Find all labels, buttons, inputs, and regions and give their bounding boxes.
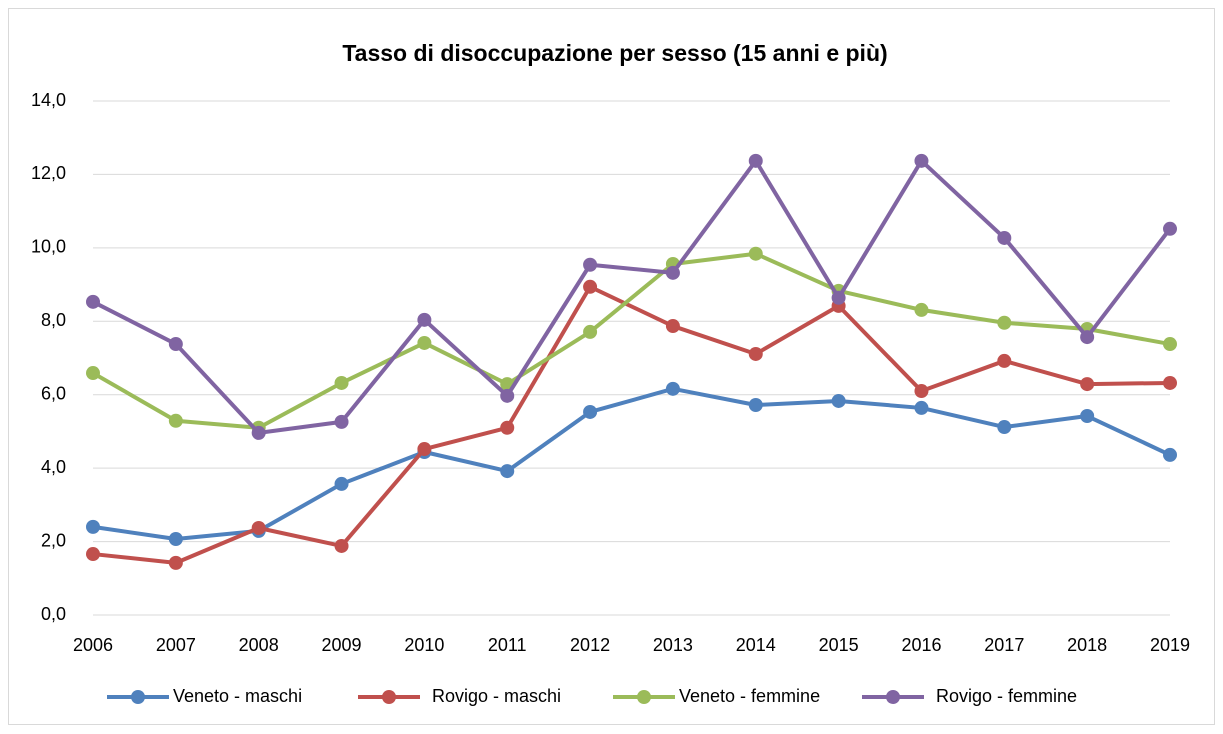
data-point	[748, 397, 763, 412]
data-point	[500, 464, 515, 479]
series-line	[92, 251, 1171, 430]
x-tick-label: 2015	[819, 635, 859, 655]
data-point	[500, 388, 515, 403]
data-point	[665, 381, 680, 396]
data-point	[665, 265, 680, 280]
y-tick-label: 12,0	[31, 163, 66, 183]
legend-marker	[637, 690, 651, 704]
data-point	[334, 538, 349, 553]
legend-label: Rovigo - maschi	[432, 686, 561, 706]
data-point	[583, 257, 598, 272]
data-point	[334, 375, 349, 390]
x-tick-label: 2006	[73, 635, 113, 655]
x-tick-label: 2013	[653, 635, 693, 655]
data-point	[665, 319, 680, 334]
x-tick-label: 2014	[736, 635, 776, 655]
legend-label: Rovigo - femmine	[936, 686, 1077, 706]
data-point	[168, 413, 183, 428]
y-tick-label: 8,0	[41, 310, 66, 330]
y-tick-label: 2,0	[41, 530, 66, 550]
legend-label: Veneto - femmine	[679, 686, 820, 706]
x-tick-label: 2009	[322, 635, 362, 655]
series-line	[92, 158, 1172, 435]
data-point	[417, 442, 432, 457]
data-point	[748, 346, 763, 361]
data-point	[748, 153, 763, 168]
x-tick-label: 2007	[156, 635, 196, 655]
data-point	[251, 520, 266, 535]
data-point	[583, 404, 598, 419]
x-tick-label: 2018	[1067, 635, 1107, 655]
data-point	[1163, 337, 1177, 352]
data-point	[168, 555, 183, 570]
data-point	[1080, 409, 1095, 424]
y-tick-label: 10,0	[31, 237, 66, 257]
data-point	[417, 335, 432, 350]
data-point	[914, 302, 929, 317]
data-point	[997, 420, 1012, 435]
data-point	[583, 324, 598, 339]
y-tick-label: 14,0	[31, 90, 66, 110]
data-point	[168, 532, 183, 547]
data-point	[500, 420, 515, 435]
data-point	[997, 353, 1012, 368]
data-point	[417, 312, 432, 327]
y-tick-label: 0,0	[41, 604, 66, 624]
data-point	[997, 230, 1012, 245]
data-point	[1163, 447, 1177, 462]
data-point	[914, 400, 929, 415]
legend-marker	[131, 690, 145, 704]
data-point	[1163, 221, 1177, 236]
data-point	[831, 393, 846, 408]
series-line	[92, 386, 1171, 542]
data-point	[334, 414, 349, 429]
data-point	[86, 294, 100, 309]
data-point	[168, 337, 183, 352]
data-point	[1163, 375, 1177, 390]
x-tick-label: 2008	[239, 635, 279, 655]
legend-marker	[382, 690, 396, 704]
data-point	[86, 519, 100, 534]
x-tick-label: 2010	[404, 635, 444, 655]
x-tick-label: 2019	[1150, 635, 1190, 655]
series-line	[92, 284, 1171, 565]
x-tick-label: 2016	[901, 635, 941, 655]
chart-border	[8, 8, 1215, 725]
data-point	[1080, 330, 1095, 345]
data-point	[86, 547, 100, 562]
x-tick-label: 2012	[570, 635, 610, 655]
chart-title: Tasso di disoccupazione per sesso (15 an…	[342, 40, 887, 66]
x-tick-label: 2017	[984, 635, 1024, 655]
data-point	[914, 384, 929, 399]
data-point	[748, 246, 763, 261]
data-point	[583, 279, 598, 294]
legend-marker	[886, 690, 900, 704]
data-point	[334, 476, 349, 491]
data-point	[251, 425, 266, 440]
data-point	[86, 366, 100, 381]
data-point	[914, 153, 929, 168]
data-point	[831, 290, 846, 305]
legend-label: Veneto - maschi	[173, 686, 302, 706]
y-tick-label: 6,0	[41, 383, 66, 403]
data-point	[1080, 377, 1095, 392]
data-point	[997, 315, 1012, 330]
x-tick-label: 2011	[488, 635, 527, 655]
y-tick-label: 4,0	[41, 457, 66, 477]
